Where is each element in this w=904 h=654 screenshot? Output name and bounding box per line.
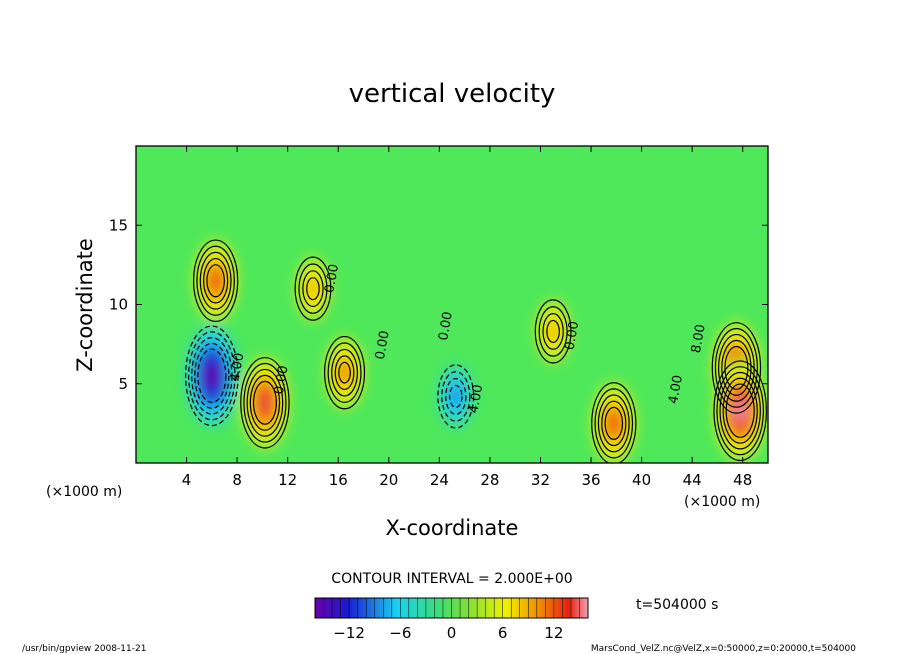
contour-line (294, 256, 332, 321)
y-tick-label: 5 (118, 375, 128, 393)
contour-line (306, 277, 320, 301)
contour-line (604, 406, 624, 440)
contour-line (246, 368, 284, 437)
contour-line (249, 374, 281, 431)
contour-label: 4.00 (466, 383, 486, 414)
x-tick-label: 12 (278, 471, 297, 489)
x-tick-label: 40 (632, 471, 651, 489)
contour-label: 4.00 (228, 352, 248, 383)
field-blob (608, 412, 620, 434)
contour-line (721, 339, 752, 396)
contour-line (196, 245, 235, 316)
contour-line (713, 360, 768, 462)
colorbar-tick-label: −6 (389, 624, 411, 642)
x-tick-label: 28 (480, 471, 499, 489)
x-tick-label: 36 (581, 471, 600, 489)
contour-line (591, 382, 637, 463)
field-blob (449, 384, 463, 408)
contour-line (188, 331, 236, 421)
contour-line (324, 335, 366, 410)
x-tick-label: 4 (182, 471, 192, 489)
field-blob (210, 270, 222, 292)
contour-line (601, 400, 627, 447)
contour-line (714, 328, 758, 408)
x-tick-label: 16 (329, 471, 348, 489)
contour-line (711, 322, 762, 414)
field-blob (259, 392, 271, 413)
contour-line (725, 383, 755, 438)
contour-line (240, 356, 290, 449)
contour-line (437, 364, 475, 429)
x-tick-label: 48 (733, 471, 752, 489)
field-blob (206, 366, 217, 386)
contour-line (597, 394, 630, 453)
colorbar-tick-label: −12 (333, 624, 365, 642)
contour-line (594, 388, 634, 459)
contour-line (191, 337, 233, 415)
contour-line (534, 299, 572, 364)
contour-line (538, 306, 568, 357)
contour-line (445, 378, 467, 415)
contour-line (724, 345, 749, 390)
contour-line (334, 355, 355, 391)
contour-line (542, 313, 564, 350)
contour-line (722, 377, 758, 444)
x-tick-label: 8 (232, 471, 242, 489)
contour-label: 0.00 (272, 364, 292, 395)
contour-label: 0.00 (322, 263, 342, 294)
field-blob (306, 277, 320, 301)
contour-label: 0.00 (563, 320, 583, 351)
contour-line (185, 325, 239, 427)
contour-line (546, 319, 560, 344)
colorbar-tick-label: 0 (447, 624, 457, 642)
y-tick-label: 15 (109, 216, 128, 234)
contour-line (302, 270, 324, 308)
time-stamp: t=504000 s (636, 597, 718, 613)
contour-line (243, 362, 287, 443)
contour-line (192, 239, 239, 322)
x-axis-label: X-coordinate (386, 516, 519, 540)
field-blob (338, 361, 351, 384)
x-tick-label: 20 (379, 471, 398, 489)
contour-line (252, 380, 277, 425)
x-tick-label: 24 (430, 471, 449, 489)
contour-line (206, 264, 225, 298)
contour-line (338, 361, 351, 384)
contour-line (197, 348, 227, 404)
plot-field (136, 146, 768, 463)
footer-right: MarsCond_VelZ.nc@VelZ,x=0:50000,z=0:2000… (591, 644, 856, 654)
contour-line (194, 342, 230, 409)
contour-label: 0.00 (436, 311, 456, 342)
contour-label: 0.00 (373, 330, 393, 361)
contour-line (199, 251, 232, 310)
contour-interval: CONTOUR INTERVAL = 2.000E+00 (331, 571, 572, 587)
x-unit-label-left: (×1000 m) (46, 484, 122, 500)
x-tick-label: 32 (531, 471, 550, 489)
contour-label: 8.00 (689, 323, 709, 354)
field-blob (546, 319, 560, 343)
footer-left: /usr/bin/gpview 2008-11-21 (22, 644, 146, 654)
contour-line (327, 342, 362, 403)
contour-label: 4.00 (666, 374, 686, 405)
chart-title: vertical velocity (349, 79, 556, 109)
contour-line (716, 366, 764, 456)
contour-line (331, 348, 358, 397)
y-axis-label: Z-coordinate (73, 238, 97, 372)
contour-line (203, 257, 229, 304)
y-tick-label: 10 (109, 296, 128, 314)
contour-line (448, 384, 463, 409)
colorbar-tick-label: 12 (544, 624, 563, 642)
x-tick-label: 44 (683, 471, 702, 489)
x-unit-label-right: (×1000 m) (684, 494, 760, 510)
contour-line (719, 371, 761, 450)
contour-line (298, 263, 328, 314)
colorbar-tick-label: 6 (498, 624, 508, 642)
contour-line (441, 371, 471, 422)
